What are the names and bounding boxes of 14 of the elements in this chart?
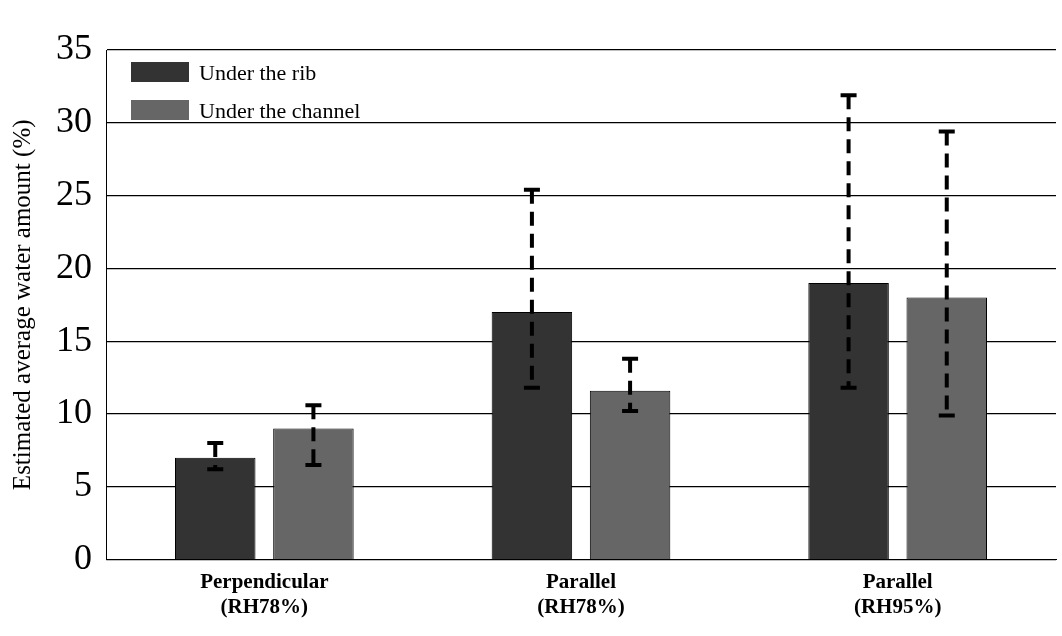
y-tick-label: 30 [56, 100, 92, 141]
y-axis-title: Estimated average water amount (%) [7, 119, 36, 491]
y-tick-label: 15 [56, 318, 92, 359]
y-tick-label: 35 [56, 27, 92, 68]
y-tick-label: 5 [74, 464, 92, 505]
legend-label: Under the channel [199, 97, 361, 123]
legend-label: Under the rib [199, 59, 317, 85]
x-tick-label: Perpendicular (RH78%) [200, 568, 329, 618]
y-tick-label: 20 [56, 245, 92, 286]
y-tick-label: 10 [56, 391, 92, 432]
x-tick-label: Parallel (RH78%) [537, 568, 625, 618]
y-tick-label: 0 [74, 537, 92, 578]
y-tick-label: 25 [56, 173, 92, 214]
x-tick-label: Parallel (RH95%) [853, 568, 942, 618]
